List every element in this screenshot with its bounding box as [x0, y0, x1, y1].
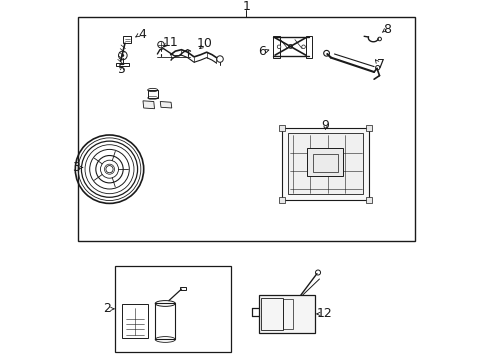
Circle shape	[301, 45, 305, 49]
Bar	[282, 128, 368, 200]
Bar	[287, 133, 363, 194]
Circle shape	[106, 166, 113, 173]
Text: 6: 6	[257, 45, 265, 58]
Text: 8: 8	[383, 23, 390, 36]
Polygon shape	[160, 102, 171, 108]
Bar	[312, 154, 337, 172]
Text: 1: 1	[242, 0, 250, 13]
Bar	[283, 299, 293, 329]
Bar	[115, 266, 230, 352]
Bar	[180, 287, 185, 290]
Text: 3: 3	[72, 161, 80, 174]
Bar	[155, 303, 175, 339]
Text: 12: 12	[316, 307, 332, 320]
Bar	[305, 36, 311, 58]
Text: 10: 10	[197, 37, 212, 50]
Bar	[116, 63, 129, 66]
Text: 11: 11	[163, 36, 178, 49]
Bar	[273, 36, 280, 58]
Bar	[365, 197, 371, 203]
Bar	[260, 298, 283, 330]
Circle shape	[288, 45, 292, 48]
Bar	[78, 17, 414, 241]
Text: 2: 2	[103, 302, 111, 315]
Bar	[147, 90, 158, 98]
Circle shape	[288, 45, 292, 48]
Bar	[123, 36, 131, 43]
Polygon shape	[142, 101, 154, 109]
Bar	[122, 304, 148, 338]
Circle shape	[122, 54, 123, 57]
Text: 7: 7	[376, 58, 384, 71]
Text: 5: 5	[118, 63, 126, 76]
Text: 4: 4	[138, 28, 145, 41]
Bar	[307, 148, 343, 176]
Bar	[279, 125, 285, 131]
Circle shape	[277, 45, 280, 49]
Bar	[365, 125, 371, 131]
Bar	[258, 295, 314, 333]
Bar	[279, 197, 285, 203]
Text: 9: 9	[321, 119, 329, 132]
